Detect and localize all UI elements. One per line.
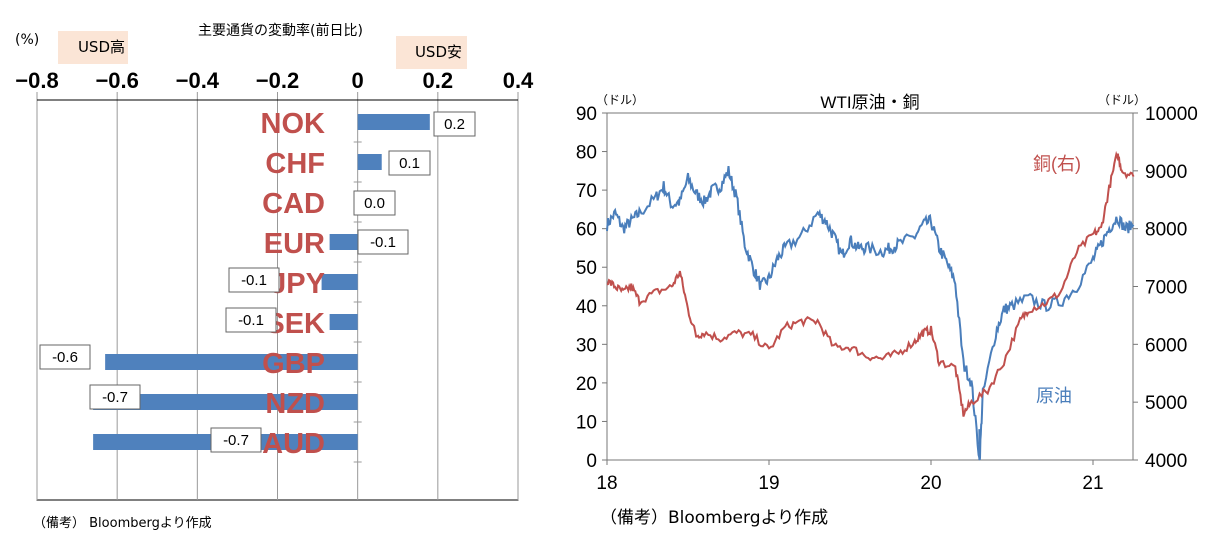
data-label-box: [357, 229, 409, 255]
data-label: -0.1: [238, 312, 264, 329]
data-label-box: [433, 111, 476, 137]
y-tick-label-left: 50: [576, 258, 597, 279]
x-tick-label: 20: [920, 473, 941, 494]
y-tick-label-right: 9000: [1145, 162, 1187, 183]
y-tick-label-right: 7000: [1145, 278, 1187, 299]
right-unit: （ドル）: [1098, 93, 1146, 107]
y-tick-label-left: 30: [576, 335, 597, 356]
bar-sek: [329, 314, 358, 330]
series-line-oil: [606, 165, 1135, 461]
usd-strong-label: USD高: [58, 31, 128, 64]
y-tick-label-right: 10000: [1145, 104, 1198, 125]
data-label: -0.7: [102, 389, 128, 406]
data-label-box: [210, 427, 262, 453]
x-tick-label: 0: [352, 68, 364, 93]
y-tick-label-left: 0: [586, 451, 597, 472]
legend-copper: 銅(右): [1033, 154, 1081, 174]
data-label: -0.6: [52, 349, 78, 366]
y-tick-label-right: 5000: [1145, 393, 1187, 414]
x-tick-label: 18: [596, 473, 617, 494]
category-label-gbp: GBP: [262, 348, 325, 380]
category-label-chf: CHF: [265, 148, 325, 180]
data-label: 0.0: [364, 195, 385, 212]
data-label-box: [353, 190, 396, 216]
data-label-box: [39, 344, 91, 370]
bar-chf: [357, 154, 382, 170]
y-tick-label-left: 20: [576, 374, 597, 395]
y-tick-label-right: 4000: [1145, 451, 1187, 472]
bar-nzd: [93, 394, 358, 410]
x-tick-label: −0.8: [15, 68, 58, 93]
legend-oil: 原油: [1036, 386, 1072, 406]
x-tick-label: −0.6: [95, 68, 138, 93]
y-tick-label-left: 80: [576, 143, 597, 164]
data-label: 0.1: [399, 155, 420, 172]
category-label-cad: CAD: [262, 188, 325, 220]
bar-gbp: [105, 354, 358, 370]
left-unit: （ドル）: [596, 93, 644, 107]
category-label-aud: AUD: [262, 428, 325, 460]
data-label: -0.1: [370, 234, 396, 251]
y-tick-label-left: 70: [576, 181, 597, 202]
y-tick-label-right: 6000: [1145, 335, 1187, 356]
bar-plot: −0.8 −0.6 −0.4 −0.2 0 0.2 0.4NOKCHFCADEURJPYSE…: [15, 68, 534, 501]
usd-weak-label: USD安: [396, 36, 467, 69]
category-label-nzd: NZD: [265, 388, 325, 420]
bar-eur: [329, 234, 358, 250]
data-label-box: [89, 384, 141, 410]
data-label-box: [388, 150, 431, 176]
unit-label: (%): [15, 32, 40, 48]
data-label: -0.7: [223, 432, 249, 449]
category-label-nok: NOK: [261, 108, 326, 140]
category-label-eur: EUR: [264, 228, 325, 260]
x-tick-label: −0.4: [176, 68, 220, 93]
x-tick-label: 0.2: [423, 68, 454, 93]
x-tick-label: 19: [758, 473, 779, 494]
x-tick-label: 21: [1082, 473, 1103, 494]
series-line-copper: [606, 150, 1135, 417]
x-tick-label: 0.4: [503, 68, 534, 93]
bar-chart-title: 主要通貨の変動率(前日比): [198, 23, 363, 39]
data-label-box: [228, 267, 280, 293]
y-tick-label-left: 10: [576, 412, 597, 433]
data-label: -0.1: [241, 272, 267, 289]
x-tick-label: −0.2: [256, 68, 299, 93]
bar-jpy: [321, 274, 358, 290]
y-tick-label-left: 90: [576, 104, 597, 125]
line-chart-note: （備考）Bloombergより作成: [600, 508, 829, 528]
data-label: 0.2: [444, 116, 465, 133]
bar-nok: [357, 114, 430, 130]
bar-chart-note: （備考） Bloombergより作成: [33, 516, 212, 531]
y-tick-label-left: 60: [576, 220, 597, 241]
y-tick-label-right: 8000: [1145, 220, 1187, 241]
y-tick-label-left: 40: [576, 297, 597, 318]
line-chart-title: WTI原油・銅: [820, 93, 919, 112]
line-plot: WTI原油・銅 （ドル） （ドル） 0 10 20 30 40 50 60 70 80 90 4000 50…: [576, 93, 1198, 494]
data-label-box: [225, 307, 277, 333]
